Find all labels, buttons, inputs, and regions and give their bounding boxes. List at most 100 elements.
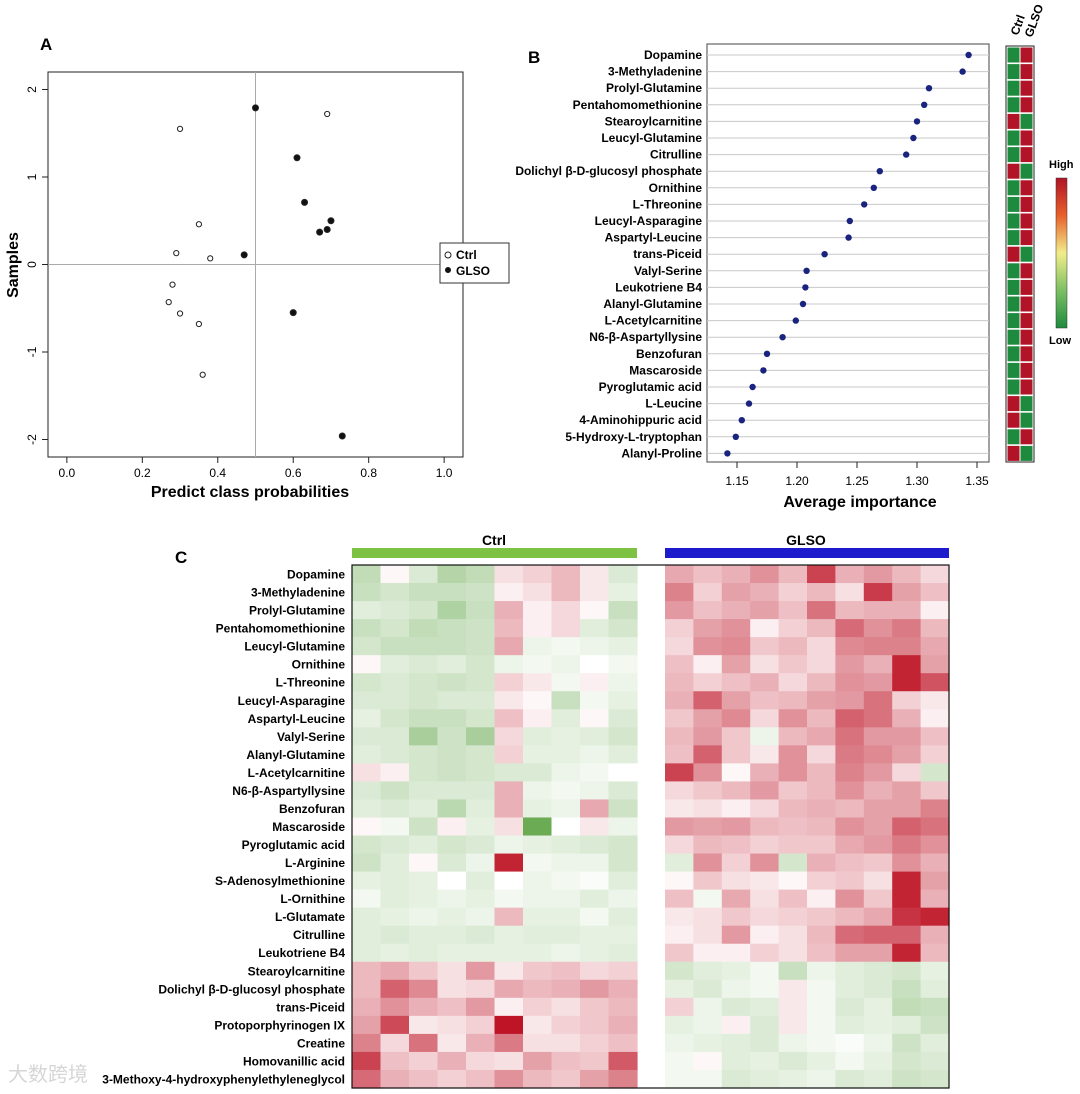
heatmap-cell-ctrl — [494, 781, 524, 801]
heatmap-cell-ctrl — [409, 709, 439, 728]
heatmap-cell-ctrl — [580, 691, 610, 710]
heatmap-cell-ctrl — [352, 781, 382, 801]
heatmap-cell-glso — [721, 637, 751, 656]
heatmap-cell-ctrl — [380, 637, 410, 656]
heatmap-cell-glso — [807, 619, 836, 638]
glso-level-cell — [1019, 46, 1034, 64]
heatmap-cell-ctrl — [580, 925, 610, 945]
heatmap-cell-ctrl — [523, 943, 553, 963]
heatmap-cell-ctrl — [523, 637, 553, 656]
heatmap-cell-glso — [750, 691, 780, 710]
heatmap-cell-ctrl — [437, 1069, 467, 1089]
heatmap-cell-ctrl — [466, 799, 496, 819]
glso-group-label: GLSO — [786, 532, 826, 548]
heatmap-cell-ctrl — [409, 1033, 439, 1053]
heatmap-cell-ctrl — [409, 763, 439, 783]
heatmap-cell-ctrl — [409, 781, 439, 801]
heatmap-cell-ctrl — [494, 565, 524, 584]
heatmap-cell-ctrl — [523, 673, 553, 692]
importance-dot — [763, 350, 771, 357]
heatmap-cell-ctrl — [580, 799, 610, 819]
heatmap-row-label: Leucyl-Asparagine — [238, 694, 346, 708]
heatmap-cell-glso — [778, 655, 808, 674]
importance-dot — [779, 334, 786, 341]
heatmap-cell-ctrl — [380, 961, 410, 981]
heatmap-cell-ctrl — [551, 619, 581, 638]
heatmap-cell-ctrl — [580, 997, 610, 1017]
heatmap-cell-ctrl — [437, 619, 467, 638]
heatmap-cell-glso — [665, 907, 694, 927]
heatmap-cell-ctrl — [494, 979, 524, 999]
heatmap-cell-ctrl — [352, 961, 382, 981]
heatmap-cell-ctrl — [608, 763, 638, 783]
heatmap-cell-ctrl — [466, 961, 496, 981]
heatmap-cell-glso — [863, 583, 893, 602]
heatmap-cell-ctrl — [523, 763, 553, 783]
heatmap-cell-ctrl — [494, 835, 524, 855]
heatmap-cell-ctrl — [551, 565, 581, 584]
importance-dot — [959, 68, 966, 75]
heatmap-cell-ctrl — [437, 961, 467, 981]
glso-level-cell — [1019, 411, 1034, 429]
heatmap-cell-glso — [920, 583, 950, 602]
heatmap-cell-glso — [778, 853, 808, 873]
heatmap-cell-glso — [665, 781, 694, 801]
point-glso — [323, 226, 331, 233]
mini-heatmap-frame — [1005, 45, 1035, 463]
heatmap-cell-glso — [778, 997, 808, 1017]
heatmap-cell-glso — [665, 925, 694, 945]
heatmap-cell-glso — [892, 655, 922, 674]
heatmap-cell-ctrl — [580, 655, 610, 674]
heatmap-cell-ctrl — [608, 655, 638, 674]
heatmap-cell-glso — [693, 907, 723, 927]
importance-dot — [903, 151, 910, 158]
heatmap-cell-glso — [750, 1051, 780, 1071]
ctrl-level-cell — [1006, 179, 1021, 197]
heatmap-cell-glso — [693, 619, 723, 638]
heatmap-cell-glso — [750, 943, 780, 963]
heatmap-cell-glso — [778, 799, 808, 819]
heatmap-cell-glso — [665, 601, 694, 620]
heatmap-cell-ctrl — [494, 745, 524, 764]
heatmap-cell-ctrl — [409, 871, 439, 891]
heatmap-cell-ctrl — [608, 817, 638, 837]
heatmap-cell-glso — [835, 925, 865, 945]
panel-a-legend: Ctrl GLSO — [439, 242, 510, 284]
heatmap-cell-glso — [892, 997, 922, 1017]
heatmap-cell-glso — [863, 979, 893, 999]
heatmap-cell-ctrl — [551, 763, 581, 783]
heatmap-cell-ctrl — [466, 565, 496, 584]
importance-dot — [802, 284, 809, 291]
panel-b-x-label: Average importance — [783, 494, 936, 511]
heatmap-cell-glso — [665, 565, 694, 584]
heatmap-cell-ctrl — [523, 1015, 553, 1035]
heatmap-cell-glso — [778, 925, 808, 945]
importance-dot — [861, 201, 868, 208]
heatmap-cell-ctrl — [580, 961, 610, 981]
glso-level-cell — [1019, 212, 1034, 230]
feature-label: L-Acetylcarnitine — [605, 314, 703, 328]
heatmap-cell-glso — [863, 943, 893, 963]
panel-a-x-axis: 0.0 0.2 0.4 0.6 0.8 1.0 — [59, 457, 453, 480]
heatmap-cell-ctrl — [580, 1033, 610, 1053]
heatmap-cell-ctrl — [437, 637, 467, 656]
heatmap-cell-glso — [835, 979, 865, 999]
heatmap-cell-glso — [892, 601, 922, 620]
heatmap-cell-glso — [665, 871, 694, 891]
heatmap-cell-glso — [807, 1069, 836, 1089]
heatmap-cell-glso — [807, 925, 836, 945]
heatmap-cell-ctrl — [580, 709, 610, 728]
heatmap-cell-glso — [778, 727, 808, 746]
heatmap-cell-ctrl — [523, 1051, 553, 1071]
importance-dot — [732, 433, 739, 440]
heatmap-cell-glso — [920, 961, 950, 981]
heatmap-cell-glso — [721, 583, 751, 602]
heatmap-cell-glso — [693, 1051, 723, 1071]
x-tick-label: 1.35 — [965, 474, 989, 488]
point-ctrl — [173, 250, 180, 257]
x-tick-label: 1.25 — [845, 474, 869, 488]
heatmap-cell-glso — [665, 817, 694, 837]
heatmap-cell-glso — [750, 799, 780, 819]
feature-label: Mascaroside — [629, 363, 702, 377]
heatmap-row-label: L-Threonine — [276, 676, 346, 690]
